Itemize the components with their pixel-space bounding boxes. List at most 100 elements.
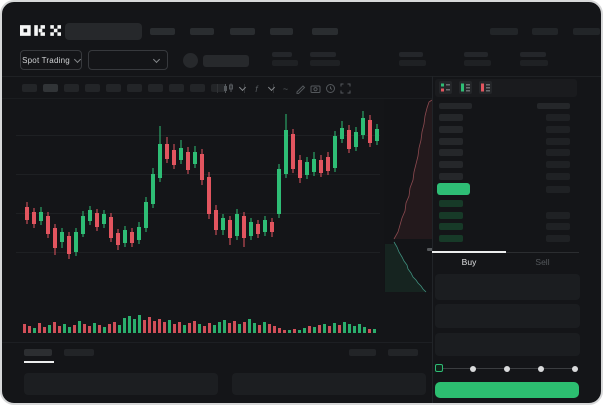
timeframe-button-8[interactable] — [190, 84, 205, 92]
timeframe-button-7[interactable] — [169, 84, 184, 92]
nav-item-4[interactable] — [312, 28, 338, 35]
candle-body-47 — [354, 132, 358, 147]
candle-body-15 — [130, 232, 134, 243]
timeframe-button-0[interactable] — [22, 84, 37, 92]
orderbook-asks-icon[interactable] — [479, 81, 492, 94]
ask-row-price-0[interactable] — [439, 114, 463, 121]
pair-selector-dropdown[interactable] — [88, 50, 168, 70]
pencil-icon[interactable] — [294, 82, 307, 95]
indicator-icon[interactable]: f — [255, 83, 258, 94]
order-form-field-1[interactable] — [435, 304, 580, 328]
slider-step-dot-1[interactable] — [470, 365, 476, 372]
nav-item-0[interactable] — [150, 28, 175, 35]
candle-body-24 — [193, 152, 197, 164]
volume-layer — [23, 315, 376, 333]
candle-body-35 — [270, 222, 274, 232]
volume-bar-5 — [48, 325, 51, 333]
buy-submit-button[interactable] — [435, 382, 579, 398]
ask-row-price-3[interactable] — [439, 149, 463, 157]
timeframe-button-2[interactable] — [64, 84, 79, 92]
timeframe-button-1[interactable] — [43, 84, 58, 92]
ticker-stat-value-1 — [310, 60, 340, 66]
orderbook-bids-icon[interactable] — [459, 81, 472, 94]
ticker-stat-value-3 — [464, 60, 491, 66]
toolbar-divider-1 — [244, 84, 245, 93]
bid-row-price-2[interactable] — [439, 223, 463, 231]
timeframe-button-4[interactable] — [106, 84, 121, 92]
market-type-dropdown[interactable]: Spot Trading — [20, 50, 82, 70]
volume-bar-40 — [223, 320, 226, 333]
ticker-stat-value-4 — [520, 60, 548, 66]
slider-step-dot-2[interactable] — [504, 365, 510, 372]
pair-name-placeholder — [203, 55, 249, 67]
order-form-field-0[interactable] — [435, 274, 580, 300]
line-tool-icon[interactable]: ~ — [282, 83, 289, 94]
volume-bar-42 — [233, 321, 236, 333]
bottom-tab-1[interactable] — [64, 349, 94, 356]
bottom-right-item-1[interactable] — [388, 349, 418, 356]
nav-item-2[interactable] — [230, 28, 255, 35]
order-form-field-2[interactable] — [435, 333, 580, 356]
volume-bar-61 — [328, 326, 331, 333]
candle-body-33 — [256, 224, 260, 234]
history-icon[interactable] — [324, 82, 337, 95]
ask-row-price-2[interactable] — [439, 137, 463, 145]
chevron-down-icon[interactable] — [233, 82, 246, 95]
volume-bar-7 — [58, 326, 61, 333]
timeframe-button-9[interactable] — [211, 84, 226, 92]
candle-body-38 — [291, 134, 295, 169]
toolbar-divider-0 — [217, 84, 218, 93]
timeframe-button-3[interactable] — [85, 84, 100, 92]
candle-body-43 — [326, 157, 330, 171]
bottom-tab-0[interactable] — [24, 349, 52, 356]
ask-row-amount-2 — [546, 137, 570, 145]
orderbook-header-price — [439, 103, 472, 109]
volume-bar-10 — [73, 325, 76, 333]
volume-bar-65 — [348, 324, 351, 333]
volume-bar-14 — [93, 323, 96, 333]
volume-bar-32 — [183, 325, 186, 333]
ask-row-price-5[interactable] — [439, 173, 463, 180]
tab-buy[interactable]: Buy — [432, 254, 506, 270]
volume-bar-48 — [263, 322, 266, 333]
nav-right-item-2[interactable] — [573, 28, 600, 35]
candlestick-chart[interactable] — [2, 98, 432, 344]
timeframe-button-6[interactable] — [148, 84, 163, 92]
chevron-down-icon[interactable] — [262, 82, 275, 95]
candle-body-46 — [347, 130, 351, 149]
last-price-highlight[interactable] — [437, 183, 470, 195]
orderbook-toolbar — [435, 79, 577, 97]
candles-icon[interactable] — [222, 82, 235, 95]
nav-item-1[interactable] — [190, 28, 214, 35]
chevron-down-icon — [73, 55, 81, 63]
depth-panel-bg — [384, 98, 432, 292]
camera-icon[interactable] — [309, 82, 322, 95]
slider-step-dot-4[interactable] — [572, 365, 578, 372]
ask-row-price-4[interactable] — [439, 161, 463, 169]
volume-bar-1 — [28, 326, 31, 333]
bottom-tab-active-underline — [24, 361, 54, 363]
fullscreen-icon[interactable] — [339, 82, 352, 95]
bid-row-price-3[interactable] — [439, 235, 463, 243]
bid-row-price-1[interactable] — [439, 211, 463, 219]
slider-step-dot-3[interactable] — [538, 365, 544, 372]
nav-item-3[interactable] — [270, 28, 293, 35]
toolbar-divider-2 — [273, 84, 274, 93]
orderbook-both-icon[interactable] — [439, 81, 452, 94]
tab-sell[interactable]: Sell — [506, 254, 579, 270]
bid-row-price-0[interactable] — [439, 200, 463, 207]
nav-right-item-1[interactable] — [532, 28, 558, 35]
nav-right-item-0[interactable] — [490, 28, 518, 35]
volume-bar-62 — [333, 323, 336, 333]
depth-asks-area — [393, 99, 432, 240]
depth-bids-line — [393, 241, 427, 293]
slider-handle[interactable] — [435, 364, 443, 372]
volume-bar-8 — [63, 324, 66, 333]
search-input[interactable] — [65, 23, 142, 40]
ticker-stat-label-4 — [520, 52, 546, 57]
timeframe-button-5[interactable] — [127, 84, 142, 92]
ask-row-price-1[interactable] — [439, 125, 463, 133]
volume-bar-47 — [258, 325, 261, 333]
bottom-right-item-0[interactable] — [349, 349, 376, 356]
